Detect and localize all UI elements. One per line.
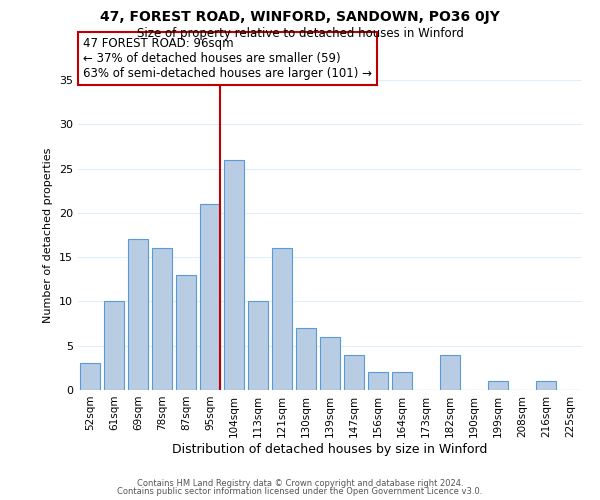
Bar xyxy=(80,364,100,390)
Bar xyxy=(536,381,556,390)
Text: 47 FOREST ROAD: 96sqm
← 37% of detached houses are smaller (59)
63% of semi-deta: 47 FOREST ROAD: 96sqm ← 37% of detached … xyxy=(83,37,372,80)
Bar xyxy=(320,337,340,390)
Bar xyxy=(272,248,292,390)
Bar xyxy=(368,372,388,390)
Bar xyxy=(200,204,220,390)
Bar xyxy=(392,372,412,390)
Bar xyxy=(296,328,316,390)
Bar xyxy=(176,275,196,390)
Text: Size of property relative to detached houses in Winford: Size of property relative to detached ho… xyxy=(137,28,463,40)
Bar xyxy=(488,381,508,390)
X-axis label: Distribution of detached houses by size in Winford: Distribution of detached houses by size … xyxy=(172,442,488,456)
Y-axis label: Number of detached properties: Number of detached properties xyxy=(43,148,53,322)
Bar xyxy=(440,354,460,390)
Text: Contains public sector information licensed under the Open Government Licence v3: Contains public sector information licen… xyxy=(118,487,482,496)
Text: Contains HM Land Registry data © Crown copyright and database right 2024.: Contains HM Land Registry data © Crown c… xyxy=(137,478,463,488)
Bar xyxy=(152,248,172,390)
Bar xyxy=(224,160,244,390)
Text: 47, FOREST ROAD, WINFORD, SANDOWN, PO36 0JY: 47, FOREST ROAD, WINFORD, SANDOWN, PO36 … xyxy=(100,10,500,24)
Bar xyxy=(344,354,364,390)
Bar xyxy=(248,302,268,390)
Bar xyxy=(128,240,148,390)
Bar xyxy=(104,302,124,390)
